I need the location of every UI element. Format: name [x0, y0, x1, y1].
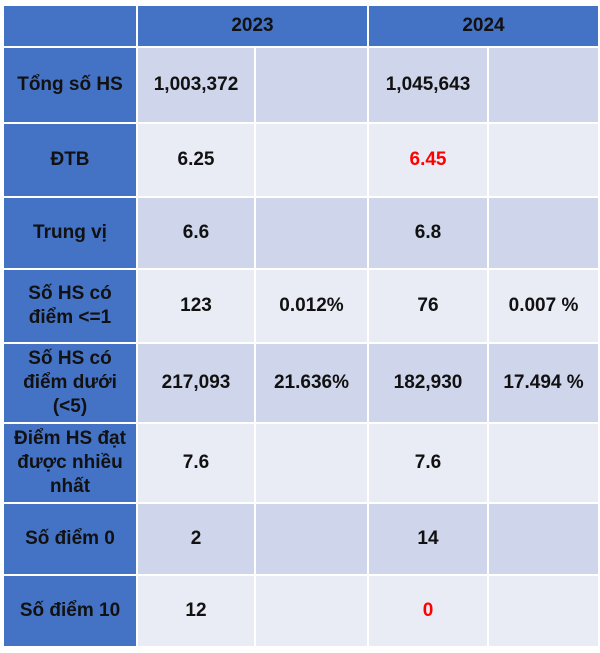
cell-2023-percent — [254, 196, 369, 270]
table-row: ĐTB 6.25 6.45 — [2, 122, 600, 198]
table-row: Điểm HS đạt được nhiều nhất 7.6 7.6 — [2, 422, 600, 504]
cell-2023-value: 2 — [136, 502, 256, 576]
cell-2023-percent — [254, 422, 369, 504]
header-corner-cell — [2, 4, 138, 48]
row-label-total-students: Tổng số HS — [2, 46, 138, 124]
table-header-row: 2023 2024 — [2, 4, 600, 48]
table-row: Số điểm 10 12 0 — [2, 574, 600, 648]
cell-2023-percent: 21.636% — [254, 342, 369, 424]
cell-2024-percent — [487, 196, 600, 270]
row-label-ten-scores: Số điểm 10 — [2, 574, 138, 648]
cell-2023-percent — [254, 574, 369, 648]
row-label-score-le-1: Số HS có điểm <=1 — [2, 268, 138, 344]
cell-2024-percent — [487, 574, 600, 648]
cell-2023-value: 217,093 — [136, 342, 256, 424]
table-row: Số điểm 0 2 14 — [2, 502, 600, 576]
cell-2024-value: 76 — [367, 268, 489, 344]
cell-2023-value: 1,003,372 — [136, 46, 256, 124]
table-row: Trung vị 6.6 6.8 — [2, 196, 600, 270]
cell-2024-value: 182,930 — [367, 342, 489, 424]
table-row: Tổng số HS 1,003,372 1,045,643 — [2, 46, 600, 124]
table-row: Số HS có điểm <=1 123 0.012% 76 0.007 % — [2, 268, 600, 344]
cell-2024-percent: 0.007 % — [487, 268, 600, 344]
row-label-score-below-5: Số HS có điểm dưới (<5) — [2, 342, 138, 424]
table-row: Số HS có điểm dưới (<5) 217,093 21.636% … — [2, 342, 600, 424]
exam-stats-table: 2023 2024 Tổng số HS 1,003,372 1,045,643… — [2, 4, 600, 648]
cell-2024-value-highlight: 0 — [367, 574, 489, 648]
row-label-median: Trung vị — [2, 196, 138, 270]
cell-2023-value: 123 — [136, 268, 256, 344]
cell-2024-value: 1,045,643 — [367, 46, 489, 124]
cell-2024-percent: 17.494 % — [487, 342, 600, 424]
cell-2023-percent: 0.012% — [254, 268, 369, 344]
cell-2024-value: 14 — [367, 502, 489, 576]
cell-2023-percent — [254, 46, 369, 124]
row-label-zero-scores: Số điểm 0 — [2, 502, 138, 576]
cell-2024-percent — [487, 502, 600, 576]
cell-2023-percent — [254, 122, 369, 198]
row-label-most-common-score: Điểm HS đạt được nhiều nhất — [2, 422, 138, 504]
cell-2023-value: 6.25 — [136, 122, 256, 198]
cell-2023-value: 12 — [136, 574, 256, 648]
cell-2024-value: 6.8 — [367, 196, 489, 270]
cell-2023-value: 7.6 — [136, 422, 256, 504]
cell-2024-percent — [487, 46, 600, 124]
row-label-average: ĐTB — [2, 122, 138, 198]
header-2024: 2024 — [367, 4, 600, 48]
cell-2023-percent — [254, 502, 369, 576]
cell-2024-percent — [487, 422, 600, 504]
cell-2023-value: 6.6 — [136, 196, 256, 270]
cell-2024-value: 7.6 — [367, 422, 489, 504]
cell-2024-percent — [487, 122, 600, 198]
header-2023: 2023 — [136, 4, 369, 48]
cell-2024-value-highlight: 6.45 — [367, 122, 489, 198]
